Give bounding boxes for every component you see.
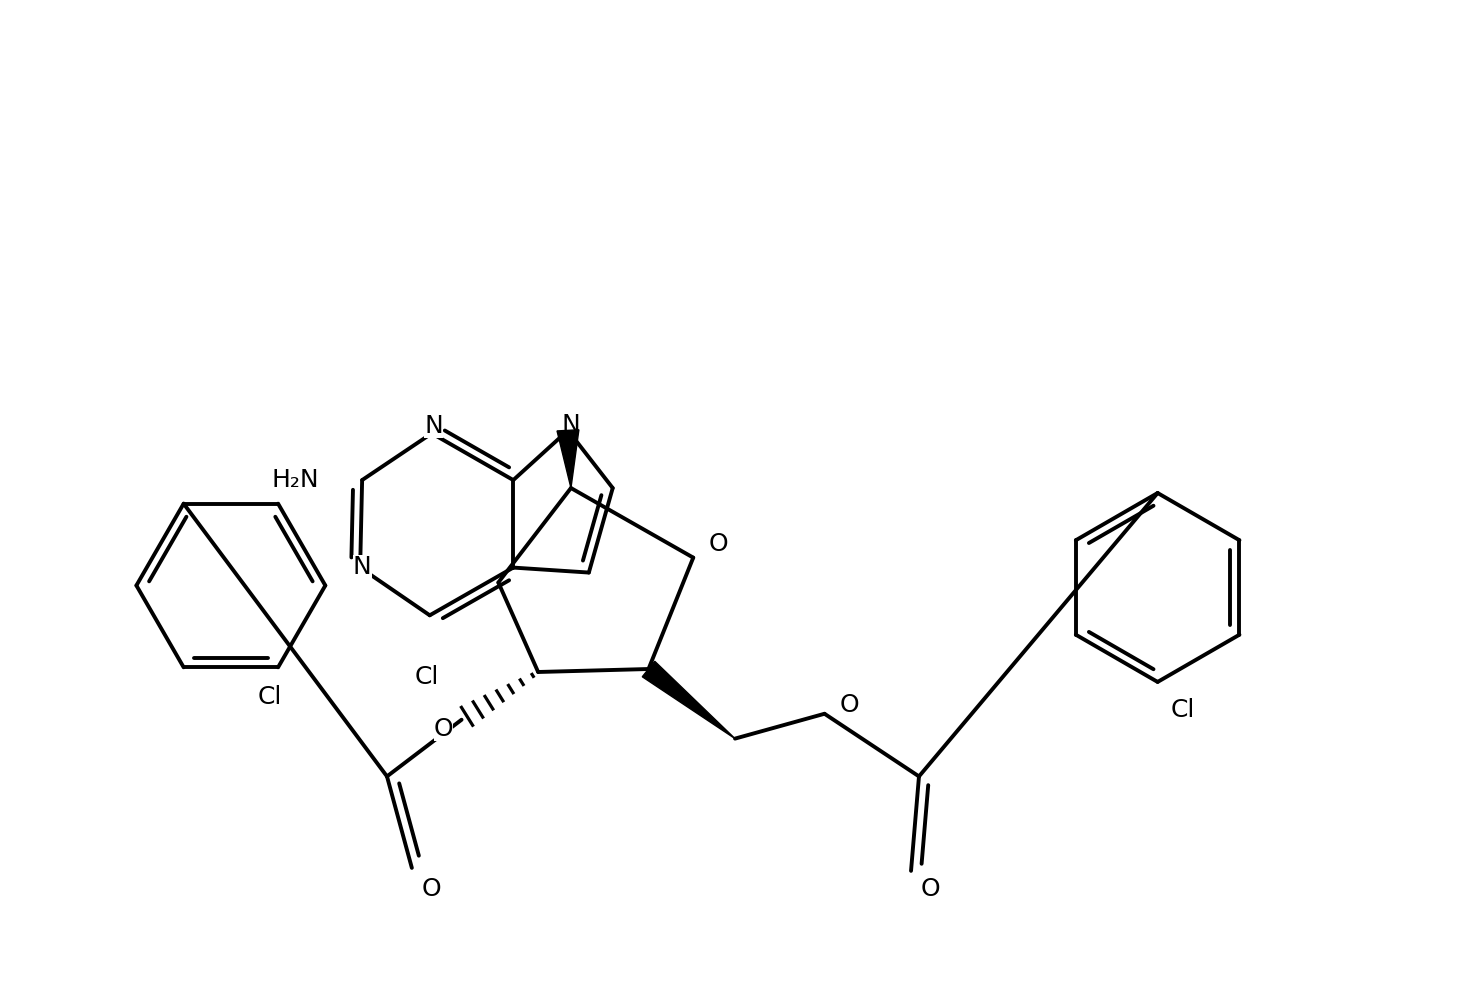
Polygon shape (557, 430, 579, 488)
Text: O: O (435, 716, 454, 741)
Text: N: N (424, 414, 443, 439)
Text: O: O (421, 876, 442, 901)
Text: N: N (353, 554, 371, 579)
Text: Cl: Cl (414, 665, 439, 689)
Text: H₂N: H₂N (272, 468, 319, 492)
Text: Cl: Cl (1171, 698, 1194, 722)
Text: O: O (921, 876, 940, 901)
Text: O: O (840, 693, 859, 717)
Text: O: O (708, 532, 729, 555)
Text: Cl: Cl (259, 685, 282, 709)
Text: N: N (562, 413, 581, 438)
Polygon shape (643, 661, 735, 739)
